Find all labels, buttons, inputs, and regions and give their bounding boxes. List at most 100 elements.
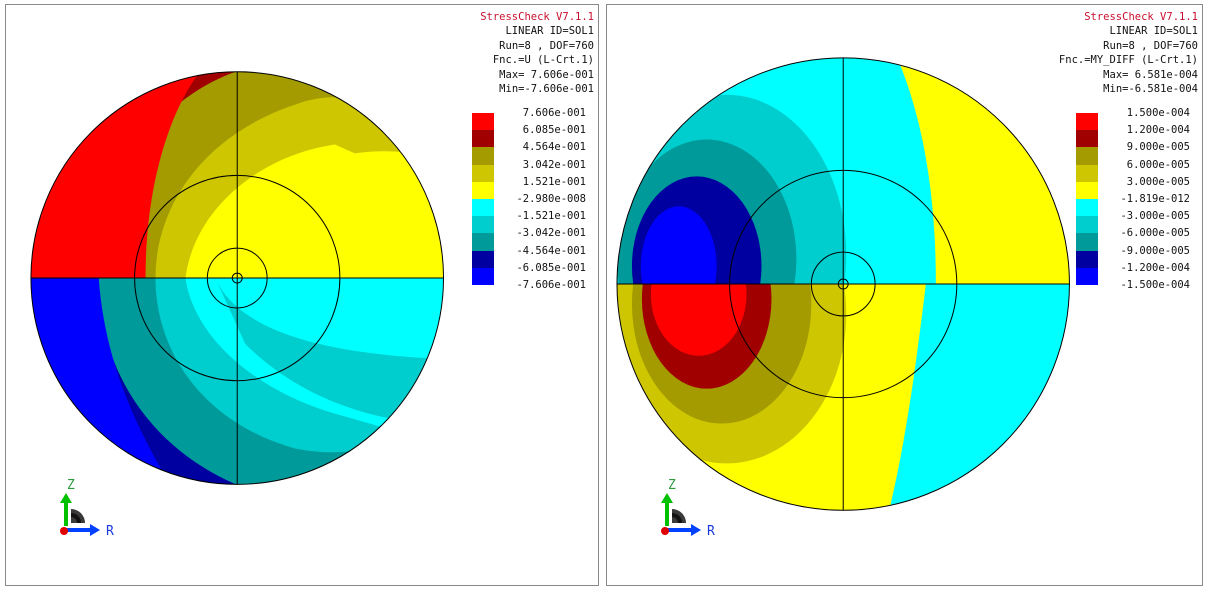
max-value: Max= 7.606e-001 xyxy=(499,68,594,81)
legend-entry: -1.500e-004 xyxy=(1076,279,1190,302)
legend-value: 6.000e-005 xyxy=(1126,158,1190,171)
legend-swatch xyxy=(1076,216,1098,234)
legend-value: -9.000e-005 xyxy=(1120,244,1190,257)
contour-band xyxy=(650,284,747,356)
legend-entry: -6.000e-005 xyxy=(1076,227,1190,251)
legend-entry: 6.085e-001 xyxy=(472,124,586,148)
legend-entry: 3.000e-005 xyxy=(1076,176,1190,199)
legend-entry: -3.000e-005 xyxy=(1076,210,1190,234)
contour-band xyxy=(205,151,444,279)
contour-plot-u xyxy=(30,71,445,485)
legend-swatch xyxy=(1076,181,1098,199)
legend-swatch xyxy=(472,181,494,199)
legend-value: -1.819e-012 xyxy=(1120,192,1190,205)
legend-entry: -4.564e-001 xyxy=(472,245,586,268)
contour-band xyxy=(30,278,444,485)
z-axis-label: Z xyxy=(67,478,75,493)
legend-swatch xyxy=(472,113,494,131)
r-axis-label: R xyxy=(106,524,114,539)
legend-swatch xyxy=(1076,198,1098,217)
legend-value: 1.521e-001 xyxy=(522,175,586,188)
legend-swatch xyxy=(472,164,494,182)
legend-entry: 1.521e-001 xyxy=(472,176,586,199)
mesh-lines xyxy=(616,57,1070,511)
legend-value: -6.000e-005 xyxy=(1120,227,1190,240)
legend-value: -3.000e-005 xyxy=(1120,210,1190,223)
legend-entry: 1.500e-004 xyxy=(1076,107,1190,131)
legend-swatch xyxy=(472,216,494,234)
legend-entry: 9.000e-005 xyxy=(1076,141,1190,165)
legend-value: 3.042e-001 xyxy=(522,158,586,171)
z-axis-label: Z xyxy=(668,478,676,493)
legend-swatch xyxy=(472,198,494,217)
legend-swatch xyxy=(1076,233,1098,251)
legend-value: 1.200e-004 xyxy=(1126,124,1190,137)
axis-triad: Z R xyxy=(655,475,735,545)
legend-swatch xyxy=(472,233,494,251)
legend-entry: -7.606e-001 xyxy=(472,279,586,302)
legend-swatch xyxy=(1076,130,1098,148)
r-axis-label: R xyxy=(707,524,715,539)
legend-entry: 4.564e-001 xyxy=(472,141,586,165)
legend-value: 4.564e-001 xyxy=(522,141,586,154)
contour-band xyxy=(856,284,926,511)
solution-id: LINEAR ID=SOL1 xyxy=(505,25,594,38)
axis-triad-icon: Z R xyxy=(661,478,715,539)
run-dof: Run=8 , DOF=760 xyxy=(1103,39,1198,52)
legend-swatch xyxy=(1076,164,1098,182)
legend-entry: -2.980e-008 xyxy=(472,193,586,217)
legend-entry: -6.085e-001 xyxy=(472,262,586,285)
solution-id: LINEAR ID=SOL1 xyxy=(1109,25,1198,38)
legend-entry: 6.000e-005 xyxy=(1076,159,1190,182)
contour-panel-left: StressCheck V7.1.1 LINEAR ID=SOL1 Run=8 … xyxy=(5,4,599,586)
legend-entry: -3.042e-001 xyxy=(472,227,586,251)
legend-value: -1.500e-004 xyxy=(1120,278,1190,291)
legend-value: 6.085e-001 xyxy=(522,124,586,137)
contour-band xyxy=(215,278,444,424)
function-name: Fnc.=U (L-Crt.1) xyxy=(492,54,594,67)
legend-entry: -1.200e-004 xyxy=(1076,262,1190,285)
color-legend: 1.500e-004 1.200e-004 9.000e-005 6.000e-005… xyxy=(1076,107,1190,302)
info-block: StressCheck V7.1.1 LINEAR ID=SOL1 Run=8 … xyxy=(480,10,594,96)
legend-swatch xyxy=(1076,267,1098,285)
legend-value: -7.606e-001 xyxy=(516,278,586,291)
legend-swatch xyxy=(472,130,494,148)
app-title: StressCheck V7.1.1 xyxy=(480,11,594,23)
max-value: Max= 6.581e-004 xyxy=(1103,68,1198,81)
legend-value: -3.042e-001 xyxy=(516,227,586,240)
contour-plot-my-diff xyxy=(616,57,1070,511)
legend-value: 1.500e-004 xyxy=(1126,107,1190,119)
info-block: StressCheck V7.1.1 LINEAR ID=SOL1 Run=8 … xyxy=(1059,10,1198,96)
legend-value: -6.085e-001 xyxy=(516,261,586,274)
legend-value: 9.000e-005 xyxy=(1126,141,1190,154)
function-name: Fnc.=MY_DIFF (L-Crt.1) xyxy=(1058,54,1198,67)
contour-panel-right: StressCheck V7.1.1 LINEAR ID=SOL1 Run=8 … xyxy=(606,4,1203,586)
legend-entry: 7.606e-001 xyxy=(472,107,586,131)
legend-entry: -1.819e-012 xyxy=(1076,193,1190,217)
legend-value: 3.000e-005 xyxy=(1126,175,1190,188)
app-title: StressCheck V7.1.1 xyxy=(1084,11,1198,23)
legend-swatch xyxy=(1076,250,1098,268)
legend-swatch xyxy=(472,250,494,268)
axis-triad-icon: Z R xyxy=(60,478,114,539)
color-legend: 7.606e-001 6.085e-001 4.564e-001 3.042e-001… xyxy=(472,107,586,302)
legend-value: -1.521e-001 xyxy=(516,210,586,223)
axis-triad: Z R xyxy=(54,475,134,545)
min-value: Min=-7.606e-001 xyxy=(499,83,594,96)
contour-band xyxy=(886,284,1070,511)
legend-swatch xyxy=(1076,147,1098,165)
min-value: Min=-6.581e-004 xyxy=(1103,83,1198,96)
legend-entry: 3.042e-001 xyxy=(472,159,586,182)
legend-value: -1.200e-004 xyxy=(1120,261,1190,274)
mesh-lines xyxy=(30,71,445,485)
legend-value: -2.980e-008 xyxy=(516,192,586,205)
legend-entry: -9.000e-005 xyxy=(1076,245,1190,268)
legend-value: -4.564e-001 xyxy=(516,244,586,257)
legend-swatch xyxy=(1076,113,1098,131)
legend-swatch xyxy=(472,147,494,165)
legend-swatch xyxy=(472,267,494,285)
legend-value: 7.606e-001 xyxy=(522,107,586,119)
run-dof: Run=8 , DOF=760 xyxy=(499,39,594,52)
legend-entry: 1.200e-004 xyxy=(1076,124,1190,148)
legend-entry: -1.521e-001 xyxy=(472,210,586,234)
